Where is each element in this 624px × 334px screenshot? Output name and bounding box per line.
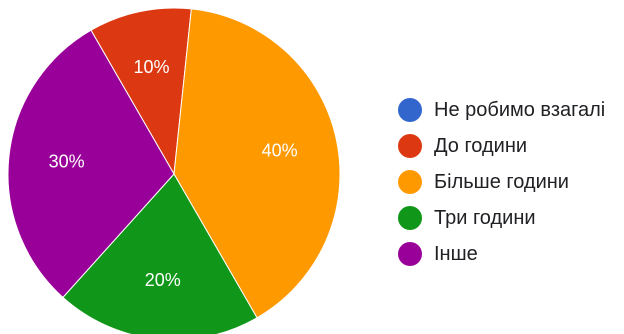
legend-label: Інше (434, 242, 478, 265)
chart-legend: Не робимо взагалі До години Більше годин… (398, 92, 618, 272)
legend-label: Три години (434, 206, 536, 229)
legend-label: Більше години (434, 170, 569, 193)
legend-label: До години (434, 134, 528, 157)
pie-slice (173, 8, 341, 319)
legend-item-ne-robymo: Не робимо взагалі (398, 92, 618, 128)
legend-item-bilshe-hodyny: Більше години (398, 164, 618, 200)
slice-percent-label: 10% (134, 57, 170, 77)
slice-percent-label: 20% (145, 270, 181, 290)
legend-item-do-hodyny: До години (398, 128, 618, 164)
legend-item-try-hodyny: Три години (398, 200, 618, 236)
slice-percent-label: 40% (262, 140, 298, 160)
legend-swatch-try-hodyny (398, 206, 422, 230)
legend-swatch-bilshe-hodyny (398, 170, 422, 194)
pie-slice (7, 29, 175, 299)
pie-slice (62, 173, 258, 334)
slice-percent-label: 30% (49, 151, 85, 171)
legend-swatch-inshe (398, 242, 422, 266)
legend-swatch-do-hodyny (398, 134, 422, 158)
legend-label: Не робимо взагалі (434, 98, 606, 121)
pie-slice (90, 7, 192, 176)
legend-item-inshe: Інше (398, 236, 618, 272)
legend-swatch-ne-robymo (398, 98, 422, 122)
